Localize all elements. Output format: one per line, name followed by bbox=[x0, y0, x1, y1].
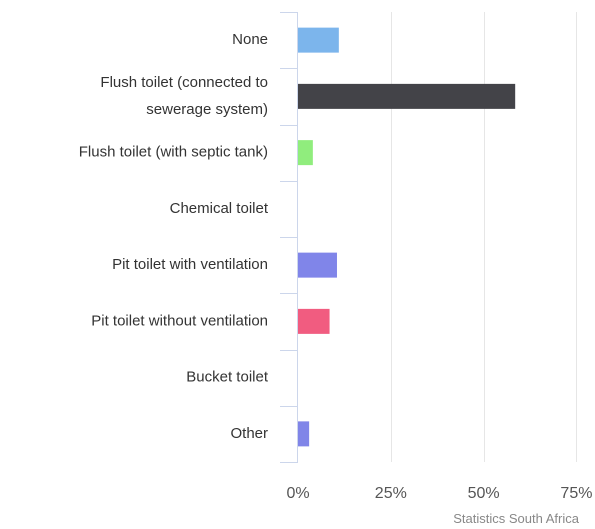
gridlines bbox=[391, 12, 577, 462]
tick-label: 25% bbox=[375, 485, 407, 502]
bar[interactable] bbox=[298, 140, 313, 166]
bar[interactable] bbox=[298, 83, 516, 109]
category-label: Flush toilet (connected to bbox=[100, 74, 268, 91]
category-label: Pit toilet without ventilation bbox=[91, 312, 268, 329]
bar[interactable] bbox=[298, 27, 339, 53]
bars bbox=[298, 27, 516, 447]
category-label: sewerage system) bbox=[146, 101, 268, 118]
tick-label: 0% bbox=[286, 485, 309, 502]
category-axis bbox=[280, 12, 298, 463]
bar[interactable] bbox=[298, 308, 330, 334]
tick-label: 50% bbox=[468, 485, 500, 502]
bar[interactable] bbox=[298, 252, 337, 278]
category-label: None bbox=[232, 31, 268, 48]
category-label: Bucket toilet bbox=[186, 369, 269, 386]
value-tick-labels: 0% 25% 50% 75% bbox=[286, 485, 592, 502]
category-label: Chemical toilet bbox=[170, 200, 269, 217]
tick-label: 75% bbox=[560, 485, 592, 502]
bar[interactable] bbox=[298, 421, 310, 447]
credits[interactable]: Statistics South Africa bbox=[453, 511, 579, 526]
category-label: Other bbox=[230, 425, 268, 442]
category-label: Flush toilet (with septic tank) bbox=[79, 144, 268, 161]
category-label: Pit toilet with ventilation bbox=[112, 256, 268, 273]
category-labels: None Flush toilet (connected to sewerage s… bbox=[79, 31, 269, 442]
